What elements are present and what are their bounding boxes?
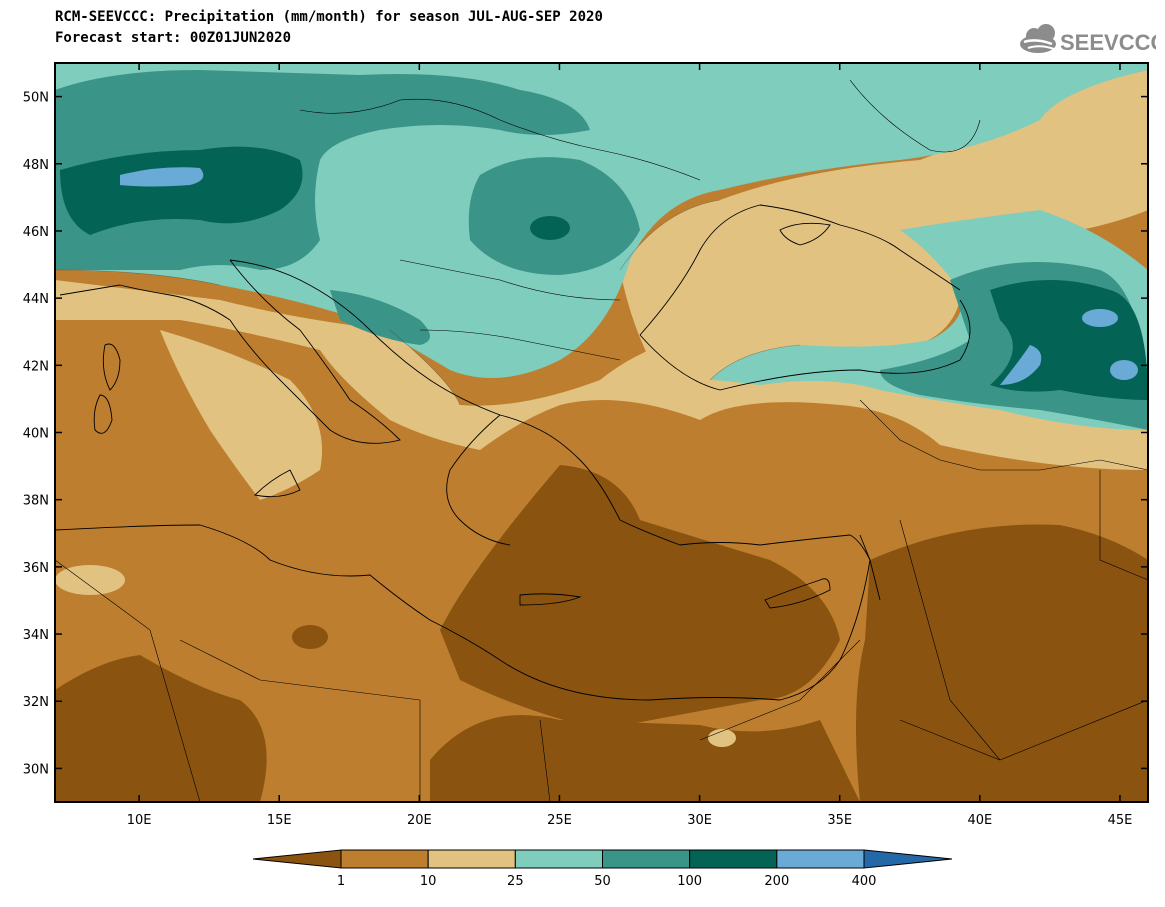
contour-400-plus-east xyxy=(1082,309,1118,327)
colorbar-label: 400 xyxy=(852,874,877,889)
colorbar-label: 1 xyxy=(337,874,345,889)
lat-tick-label: 32N xyxy=(23,695,49,710)
colorbar-label: 100 xyxy=(677,874,702,889)
contour-200-400-alps xyxy=(60,146,303,235)
contour-below-1-libya xyxy=(55,655,267,802)
lat-tick-label: 42N xyxy=(23,359,49,374)
colorbar-box xyxy=(340,849,429,869)
seevccc-logo: SEEVCCC xyxy=(1020,24,1156,55)
cloud-icon xyxy=(1020,24,1056,53)
contour-100-200-carpathians xyxy=(468,157,640,275)
colorbar-box xyxy=(602,849,691,869)
forecast-start-label: Forecast start: 00Z01JUN2020 xyxy=(55,30,292,46)
colorbar-label: 200 xyxy=(764,874,789,889)
contour-below-1-egypt xyxy=(430,715,860,802)
lat-tick-label: 38N xyxy=(23,494,49,509)
colorbar-label: 50 xyxy=(594,874,611,889)
lon-tick-label: 20E xyxy=(407,813,432,828)
lat-tick-label: 46N xyxy=(23,225,49,240)
contour-25-50-east xyxy=(620,70,1148,370)
map-title: RCM-SEEVCCC: Precipitation (mm/month) fo… xyxy=(55,9,603,25)
contour-400-plus-caucasus xyxy=(1000,345,1042,385)
contour-25-50-italy xyxy=(160,330,322,500)
contour-lines xyxy=(55,199,801,406)
lat-tick-label: 30N xyxy=(23,762,49,777)
lon-tick-label: 45E xyxy=(1108,813,1133,828)
lat-tick-label: 50N xyxy=(23,91,49,106)
colorbar-label: 25 xyxy=(507,874,524,889)
contour-25-50-belt xyxy=(55,280,1148,470)
lon-tick-label: 30E xyxy=(687,813,712,828)
lat-tick-label: 36N xyxy=(23,561,49,576)
lon-tick-label: 40E xyxy=(967,813,992,828)
contour-200-400-carpathians xyxy=(530,216,570,240)
colorbar-low-arrow xyxy=(252,849,342,869)
colorbar-box xyxy=(427,849,516,869)
logo-text: SEEVCCC xyxy=(1060,30,1156,55)
latitude-axis: 30N 32N 34N 36N 38N 40N 42N 44N 46N 48N 50N xyxy=(23,91,1148,777)
contour-100-200-balkans xyxy=(330,290,430,345)
contour-100-200-alps xyxy=(55,70,590,270)
coastlines xyxy=(55,204,971,701)
longitude-axis: 10E 15E 20E 25E 30E 35E 40E 45E xyxy=(127,63,1133,828)
country-borders xyxy=(55,79,1148,802)
map-field xyxy=(55,63,1148,802)
colorbar-box xyxy=(514,849,603,869)
lon-tick-label: 10E xyxy=(127,813,152,828)
lon-tick-label: 15E xyxy=(267,813,292,828)
contour-below-1-east xyxy=(856,524,1148,802)
colorbar: 1 10 25 50 100 200 400 xyxy=(252,849,953,889)
contour-400-plus-east-2 xyxy=(1110,360,1138,380)
contour-below-1-spot xyxy=(292,625,328,649)
lat-tick-label: 34N xyxy=(23,628,49,643)
lat-tick-label: 48N xyxy=(23,158,49,173)
lat-tick-label: 44N xyxy=(23,292,49,307)
colorbar-high-arrow xyxy=(863,849,953,869)
lat-tick-label: 40N xyxy=(23,427,49,442)
contour-25-50-egypt xyxy=(708,729,736,747)
contour-below-1-centre xyxy=(440,465,840,730)
lon-tick-label: 35E xyxy=(827,813,852,828)
colorbar-label: 10 xyxy=(420,874,437,889)
contour-400-plus-alps xyxy=(120,167,204,187)
colorbar-box xyxy=(776,849,865,869)
colorbar-box xyxy=(689,849,778,869)
lon-tick-label: 25E xyxy=(547,813,572,828)
contour-25-50-algeria xyxy=(55,565,125,595)
